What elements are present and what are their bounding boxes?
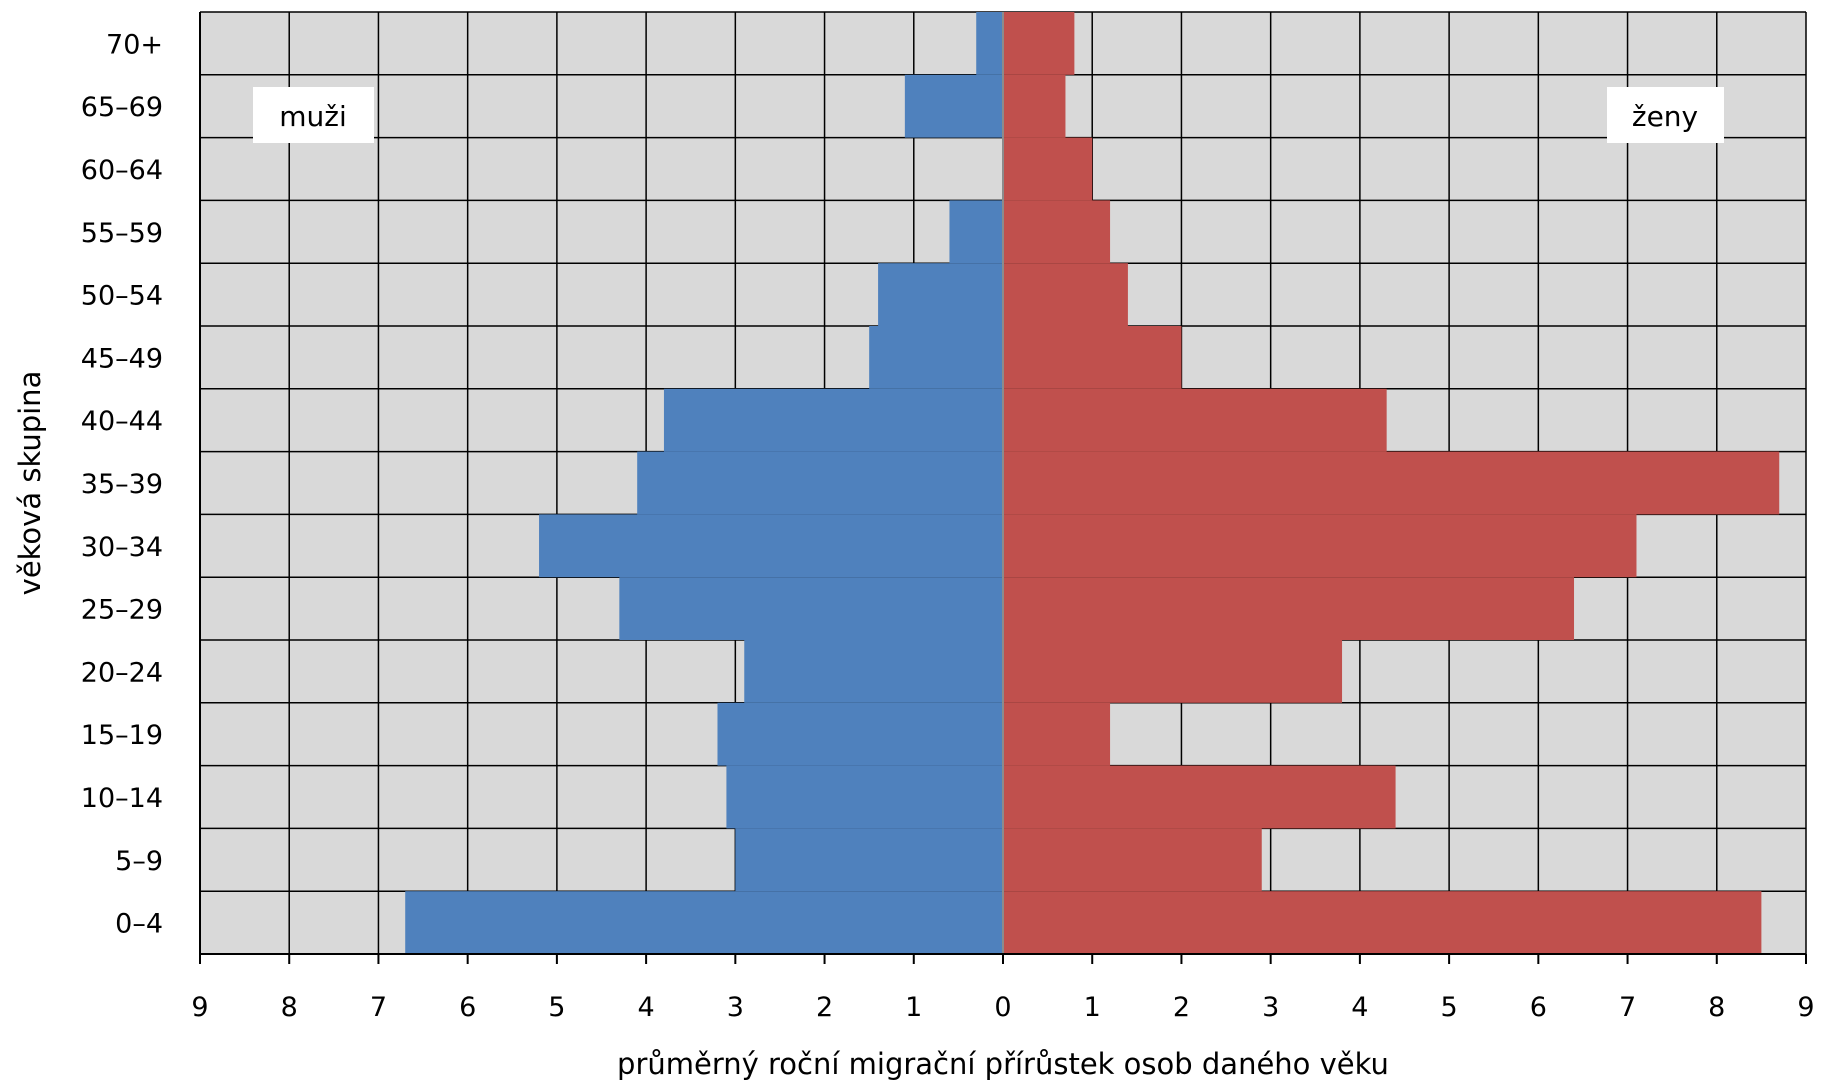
bar-left-10 <box>878 263 1003 326</box>
y-tick-label: 50–54 <box>81 281 163 312</box>
bar-right-3 <box>1003 702 1111 766</box>
bar-right-0 <box>1003 891 1762 954</box>
x-tick-label: 5 <box>1441 992 1458 1023</box>
bar-right-1 <box>1003 828 1262 892</box>
x-axis: 9 8 7 6 5 4 3 2 1 0 1 2 3 4 5 6 7 8 9 <box>191 953 1815 1023</box>
y-tick-label: 55–59 <box>81 218 163 249</box>
y-tick-label: 20–24 <box>81 657 163 688</box>
bar-right-4 <box>1003 640 1343 703</box>
bars <box>405 12 1780 954</box>
y-tick-label: 35–39 <box>81 469 163 500</box>
bar-right-7 <box>1003 451 1780 515</box>
y-axis: 0–4 5–9 10–14 15–19 20–24 25–29 30–34 35–39 40–4… <box>81 12 201 954</box>
bar-left-6 <box>539 514 1003 578</box>
bar-right-5 <box>1003 577 1575 640</box>
bar-left-8 <box>663 388 1003 452</box>
bar-right-10 <box>1003 263 1128 326</box>
x-tick-label: 1 <box>1084 992 1101 1023</box>
x-tick-label: 5 <box>548 992 565 1023</box>
bar-left-0 <box>405 891 1003 954</box>
bar-right-2 <box>1003 765 1396 829</box>
legend-zeny-label: ženy <box>1632 100 1698 133</box>
x-tick-label: 8 <box>281 992 298 1023</box>
bar-left-9 <box>869 326 1003 389</box>
bar-left-4 <box>744 640 1003 703</box>
bar-left-7 <box>637 451 1003 515</box>
x-tick-label: 9 <box>1797 992 1814 1023</box>
bar-left-2 <box>726 765 1003 829</box>
bar-right-9 <box>1003 326 1182 389</box>
x-tick-label: 9 <box>191 992 208 1023</box>
bar-right-11 <box>1003 200 1111 264</box>
bar-left-11 <box>949 200 1003 264</box>
legend-muzi-box <box>253 87 374 143</box>
y-tick-label: 60–64 <box>81 155 163 186</box>
x-tick-label: 7 <box>370 992 387 1023</box>
x-tick-label: 2 <box>1173 992 1190 1023</box>
bar-right-6 <box>1003 514 1637 578</box>
legend-muzi: muži <box>253 87 374 143</box>
bar-left-1 <box>735 828 1003 892</box>
y-tick-label: 10–14 <box>81 783 163 814</box>
x-tick-label: 1 <box>905 992 922 1023</box>
x-tick-label: 8 <box>1708 992 1725 1023</box>
bar-right-14 <box>1003 12 1075 75</box>
y-tick-label: 25–29 <box>81 595 163 626</box>
bar-left-14 <box>976 12 1003 75</box>
y-tick-label: 0–4 <box>115 909 163 940</box>
x-tick-label: 2 <box>816 992 833 1023</box>
y-tick-label: 70+ <box>106 29 163 60</box>
legend-zeny: ženy <box>1607 87 1724 143</box>
x-tick-label: 0 <box>994 992 1011 1023</box>
y-tick-label: 40–44 <box>81 406 163 437</box>
bar-left-5 <box>619 577 1003 640</box>
x-tick-label: 4 <box>638 992 655 1023</box>
bar-right-12 <box>1003 137 1093 201</box>
bar-left-3 <box>717 702 1003 766</box>
x-tick-label: 6 <box>1530 992 1547 1023</box>
bar-right-8 <box>1003 388 1387 452</box>
y-axis-title: věková skupina <box>13 371 47 596</box>
y-tick-label: 30–34 <box>81 532 163 563</box>
y-tick-label: 65–69 <box>81 92 163 123</box>
x-tick-label: 6 <box>459 992 476 1023</box>
legend-zeny-box <box>1607 87 1724 143</box>
x-tick-label: 3 <box>727 992 744 1023</box>
legend-muzi-label: muži <box>279 100 347 133</box>
bar-right-13 <box>1003 74 1066 138</box>
x-tick-label: 3 <box>1262 992 1279 1023</box>
y-tick-label: 45–49 <box>81 343 163 374</box>
x-tick-label: 4 <box>1351 992 1368 1023</box>
bar-left-13 <box>904 74 1003 138</box>
x-tick-label: 7 <box>1619 992 1636 1023</box>
y-tick-label: 15–19 <box>81 720 163 751</box>
y-tick-label: 5–9 <box>115 846 163 877</box>
x-axis-title: průměrný roční migrační přírůstek osob d… <box>617 1047 1389 1081</box>
